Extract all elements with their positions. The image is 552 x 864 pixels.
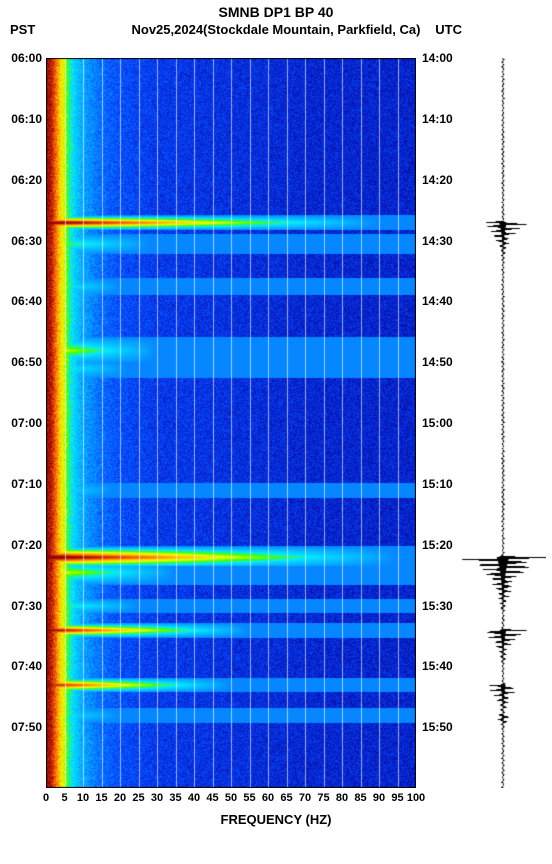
ytick-left: 06:50 xyxy=(2,355,42,369)
spectrogram-canvas xyxy=(46,58,416,788)
ytick-left: 07:40 xyxy=(2,659,42,673)
ytick-left: 06:30 xyxy=(2,234,42,248)
ytick-left: 07:50 xyxy=(2,720,42,734)
xtick: 80 xyxy=(336,792,348,804)
xtick: 45 xyxy=(206,792,218,804)
ytick-left: 06:20 xyxy=(2,173,42,187)
xtick: 65 xyxy=(280,792,292,804)
xtick: 60 xyxy=(262,792,274,804)
xtick: 70 xyxy=(299,792,311,804)
seismogram-panel xyxy=(460,58,546,788)
xtick: 35 xyxy=(169,792,181,804)
tz-right-label: UTC xyxy=(435,22,462,37)
ytick-right: 15:10 xyxy=(422,477,462,491)
xtick: 0 xyxy=(43,792,49,804)
ytick-left: 07:30 xyxy=(2,599,42,613)
ytick-right: 14:20 xyxy=(422,173,462,187)
ytick-right: 15:20 xyxy=(422,538,462,552)
ytick-left: 06:40 xyxy=(2,294,42,308)
chart-subtitle: Nov25,2024(Stockdale Mountain, Parkfield… xyxy=(0,22,552,37)
xtick: 95 xyxy=(391,792,403,804)
xtick: 100 xyxy=(407,792,425,804)
xtick: 40 xyxy=(188,792,200,804)
ytick-left: 06:00 xyxy=(2,51,42,65)
xtick: 55 xyxy=(243,792,255,804)
ytick-left: 06:10 xyxy=(2,112,42,126)
xtick: 85 xyxy=(354,792,366,804)
ytick-right: 15:00 xyxy=(422,416,462,430)
xtick: 25 xyxy=(132,792,144,804)
xtick: 5 xyxy=(61,792,67,804)
seismogram-canvas xyxy=(460,58,546,788)
spectrogram-panel xyxy=(46,58,416,788)
ytick-right: 15:40 xyxy=(422,659,462,673)
xtick: 10 xyxy=(77,792,89,804)
ytick-right: 15:30 xyxy=(422,599,462,613)
xtick: 75 xyxy=(317,792,329,804)
ytick-right: 14:50 xyxy=(422,355,462,369)
ytick-left: 07:20 xyxy=(2,538,42,552)
xtick: 30 xyxy=(151,792,163,804)
ytick-left: 07:10 xyxy=(2,477,42,491)
xtick: 50 xyxy=(225,792,237,804)
ytick-right: 14:00 xyxy=(422,51,462,65)
ytick-right: 14:10 xyxy=(422,112,462,126)
ytick-right: 14:40 xyxy=(422,294,462,308)
ytick-left: 07:00 xyxy=(2,416,42,430)
xtick: 20 xyxy=(114,792,126,804)
ytick-right: 14:30 xyxy=(422,234,462,248)
ytick-right: 15:50 xyxy=(422,720,462,734)
x-axis-label: FREQUENCY (HZ) xyxy=(0,812,552,827)
xtick: 90 xyxy=(373,792,385,804)
xtick: 15 xyxy=(95,792,107,804)
chart-title: SMNB DP1 BP 40 xyxy=(0,4,552,20)
